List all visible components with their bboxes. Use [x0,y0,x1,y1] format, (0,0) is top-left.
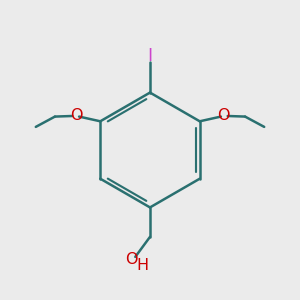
Text: H: H [136,258,148,273]
Text: O: O [218,109,230,124]
Text: O: O [125,252,138,267]
Text: I: I [147,47,153,65]
Text: O: O [70,109,83,124]
